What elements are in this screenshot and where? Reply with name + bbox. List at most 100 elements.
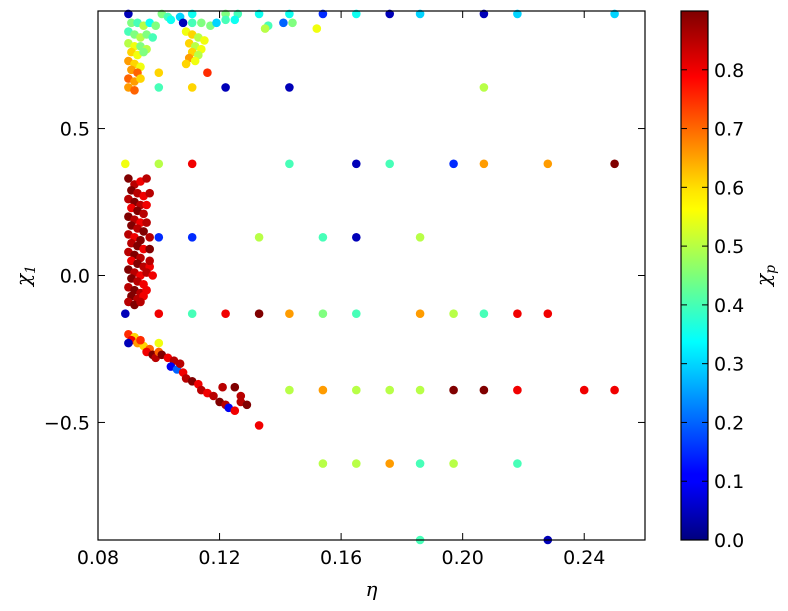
data-point xyxy=(145,188,154,198)
data-point xyxy=(352,459,361,468)
data-point xyxy=(579,385,589,395)
data-point xyxy=(187,233,197,242)
data-point xyxy=(352,385,361,395)
data-point xyxy=(203,68,212,77)
y-axis: 0.5 0.0 −0.5 xyxy=(44,119,645,434)
data-point xyxy=(175,359,185,369)
data-point xyxy=(312,24,322,33)
data-point xyxy=(190,56,200,66)
data-point xyxy=(415,9,425,19)
data-point xyxy=(513,309,522,319)
data-point xyxy=(415,233,425,242)
data-point xyxy=(142,218,151,227)
data-point xyxy=(479,385,489,395)
data-point xyxy=(479,83,489,92)
plot-background xyxy=(98,11,645,540)
data-point xyxy=(479,9,489,19)
data-point xyxy=(254,421,264,430)
data-point xyxy=(610,385,619,395)
data-point xyxy=(449,159,458,169)
data-point xyxy=(543,309,553,319)
colorbar-ticks: 0.0 0.1 0.2 0.3 0.4 0.5 0.6 0.7 0.8 xyxy=(681,60,744,552)
data-point xyxy=(187,309,197,319)
colorbar-label: χp xyxy=(751,265,779,288)
data-point xyxy=(136,335,145,345)
colorbar-tick-label: 0.6 xyxy=(714,177,744,199)
data-point xyxy=(352,9,361,19)
data-point xyxy=(154,83,164,92)
colorbar-tick-label: 0.3 xyxy=(714,354,744,376)
y-axis-label-subscript: 1 xyxy=(23,265,39,274)
data-point xyxy=(127,18,136,28)
data-point xyxy=(254,233,264,242)
data-point xyxy=(142,200,151,210)
colorbar-tick-label: 0.0 xyxy=(714,530,744,552)
data-point xyxy=(187,83,197,92)
data-point xyxy=(254,309,264,319)
data-point xyxy=(279,18,288,28)
y-tick-label: −0.5 xyxy=(44,412,90,434)
colorbar-tick-label: 0.5 xyxy=(714,236,744,258)
y-axis-label: χ1 xyxy=(11,265,39,288)
x-axis: 0.08 0.12 0.16 0.20 0.24 xyxy=(77,11,605,569)
data-point xyxy=(610,9,619,19)
data-point xyxy=(136,74,145,83)
data-point xyxy=(254,9,264,19)
data-point xyxy=(154,233,164,242)
data-point xyxy=(221,83,230,92)
colorbar-tick-label: 0.8 xyxy=(714,60,744,82)
data-point xyxy=(197,18,206,28)
data-point xyxy=(130,86,139,95)
data-point xyxy=(121,159,130,169)
data-point xyxy=(415,309,425,319)
colorbar-label-main: χ xyxy=(751,272,775,288)
x-tick-label: 0.08 xyxy=(77,547,119,569)
data-point xyxy=(200,36,209,45)
data-point xyxy=(385,9,395,19)
data-point xyxy=(415,459,425,468)
data-point xyxy=(154,338,164,348)
data-point xyxy=(166,15,176,25)
data-point xyxy=(236,391,246,401)
x-axis-label: η xyxy=(366,577,378,601)
data-point xyxy=(148,271,157,280)
data-point xyxy=(187,18,197,28)
data-point xyxy=(218,382,227,392)
data-point xyxy=(230,382,240,392)
data-point xyxy=(154,68,164,77)
colorbar-tick-label: 0.1 xyxy=(714,471,744,493)
data-point xyxy=(121,309,130,319)
data-point xyxy=(352,159,361,169)
data-point xyxy=(221,309,230,319)
data-point xyxy=(318,309,328,319)
data-point xyxy=(385,159,395,169)
x-tick-label: 0.16 xyxy=(320,547,362,569)
data-point xyxy=(318,459,328,468)
data-point xyxy=(139,209,148,219)
data-point xyxy=(178,18,188,28)
x-tick-label: 0.12 xyxy=(198,547,240,569)
data-point xyxy=(285,83,294,92)
data-point xyxy=(187,159,197,169)
data-point xyxy=(385,385,395,395)
data-point xyxy=(136,297,145,307)
data-point xyxy=(513,385,522,395)
y-tick-label: 0.0 xyxy=(60,266,90,288)
data-point xyxy=(209,391,218,401)
y-tick-label: 0.5 xyxy=(60,119,90,141)
colorbar-tick-label: 0.7 xyxy=(714,119,744,141)
data-point xyxy=(124,338,133,348)
data-point xyxy=(352,309,361,319)
data-point xyxy=(285,9,294,19)
colorbar-tick-label: 0.2 xyxy=(714,412,744,434)
data-point xyxy=(385,459,395,468)
data-point xyxy=(318,233,328,242)
data-point xyxy=(260,24,270,33)
data-point xyxy=(449,459,458,468)
data-point xyxy=(318,385,328,395)
data-point xyxy=(230,406,240,416)
colorbar xyxy=(680,10,709,541)
data-point xyxy=(124,9,133,19)
y-axis-label-main: χ xyxy=(11,272,35,288)
